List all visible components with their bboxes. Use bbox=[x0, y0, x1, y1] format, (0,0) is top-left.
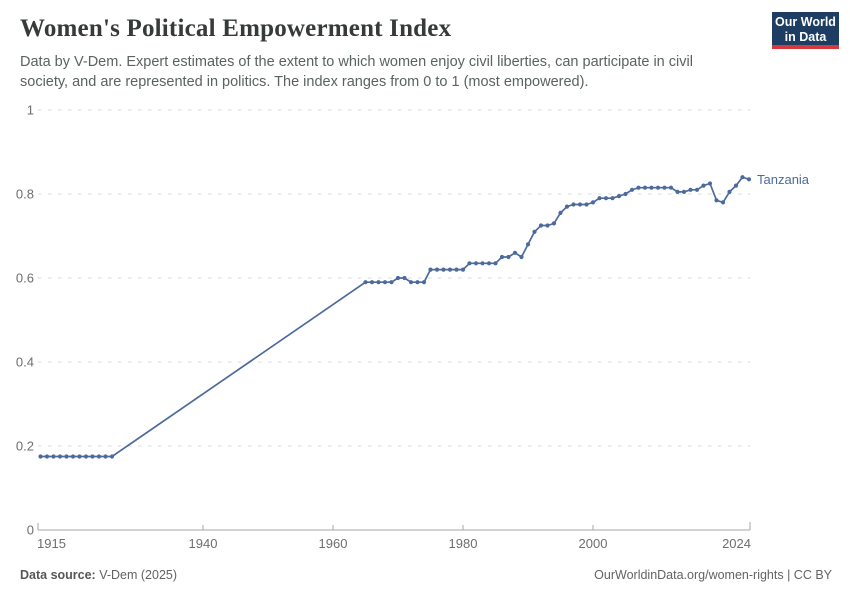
x-axis-tick-label: 1980 bbox=[449, 536, 478, 551]
data-point-marker bbox=[454, 267, 459, 272]
data-point-marker bbox=[428, 267, 433, 272]
data-point-marker bbox=[532, 229, 537, 234]
x-axis-tick-label: 1940 bbox=[189, 536, 218, 551]
data-point-marker bbox=[603, 196, 609, 201]
y-axis-tick-label: 0.2 bbox=[16, 439, 34, 454]
data-point-marker bbox=[701, 183, 706, 188]
data-point-marker bbox=[441, 267, 446, 272]
data-point-marker bbox=[512, 250, 518, 255]
data-point-marker bbox=[642, 185, 648, 190]
data-source-label: Data source: bbox=[20, 568, 96, 582]
data-point-marker bbox=[467, 261, 472, 266]
data-point-marker bbox=[376, 280, 381, 285]
data-point-marker bbox=[109, 454, 115, 459]
data-point-marker bbox=[577, 202, 583, 207]
data-point-marker bbox=[434, 267, 440, 272]
y-axis-tick-label: 0.4 bbox=[16, 355, 34, 370]
data-point-marker bbox=[538, 223, 544, 228]
data-point-marker bbox=[83, 454, 89, 459]
data-point-marker bbox=[590, 200, 596, 205]
data-point-marker bbox=[473, 261, 479, 266]
data-point-marker bbox=[688, 187, 693, 192]
data-point-marker bbox=[551, 221, 557, 226]
x-axis-tick-label: 2000 bbox=[579, 536, 608, 551]
data-point-marker bbox=[480, 261, 485, 266]
data-point-marker bbox=[597, 196, 602, 201]
data-point-marker bbox=[408, 280, 414, 285]
x-axis-tick-label: 1915 bbox=[37, 536, 66, 551]
data-point-marker bbox=[564, 204, 570, 209]
data-point-marker bbox=[395, 275, 401, 281]
data-point-marker bbox=[616, 194, 622, 199]
data-point-marker bbox=[714, 198, 719, 203]
series-line-tanzania bbox=[39, 176, 750, 458]
data-point-marker bbox=[629, 187, 635, 192]
data-point-marker bbox=[519, 254, 524, 260]
data-point-marker bbox=[96, 454, 102, 459]
data-point-marker bbox=[389, 280, 394, 285]
data-source-value: V-Dem (2025) bbox=[95, 568, 178, 582]
data-point-marker bbox=[402, 275, 407, 281]
data-point-marker bbox=[369, 280, 375, 285]
data-point-marker bbox=[668, 185, 674, 190]
data-point-marker bbox=[623, 191, 628, 197]
data-point-marker bbox=[64, 454, 69, 459]
data-point-marker bbox=[694, 187, 700, 192]
data-point-marker bbox=[558, 210, 563, 215]
data-point-marker bbox=[649, 185, 654, 190]
page-title: Women's Political Empowerment Index bbox=[20, 15, 452, 42]
data-point-marker bbox=[447, 267, 453, 272]
data-point-marker bbox=[662, 185, 667, 190]
data-point-marker bbox=[499, 254, 505, 260]
data-point-marker bbox=[70, 454, 76, 459]
data-point-marker bbox=[636, 185, 641, 190]
data-point-marker bbox=[746, 177, 752, 182]
license-url-note: OurWorldinData.org/women-rights | CC BY bbox=[594, 568, 832, 582]
data-point-marker bbox=[103, 454, 108, 459]
x-axis-tick-label: 2024 bbox=[722, 536, 751, 551]
data-point-marker bbox=[493, 261, 498, 266]
data-point-marker bbox=[415, 280, 420, 285]
data-point-marker bbox=[584, 202, 589, 207]
y-axis-tick-label: 0.8 bbox=[16, 187, 34, 202]
data-point-marker bbox=[51, 454, 56, 459]
logo-line-1: Our World bbox=[775, 15, 836, 29]
x-axis-tick-label: 1960 bbox=[319, 536, 348, 551]
data-point-marker bbox=[460, 267, 466, 272]
data-point-marker bbox=[421, 280, 427, 285]
data-source-note: Data source: V-Dem (2025) bbox=[20, 567, 177, 583]
data-point-marker bbox=[486, 261, 492, 266]
data-point-marker bbox=[610, 196, 615, 201]
data-point-marker bbox=[740, 175, 745, 180]
data-point-marker bbox=[44, 454, 50, 459]
y-axis-tick-label: 0 bbox=[27, 523, 34, 538]
data-point-marker bbox=[733, 183, 739, 188]
owid-logo: Our World in Data bbox=[772, 12, 839, 49]
page-subtitle: Data by V-Dem. Expert estimates of the e… bbox=[20, 54, 693, 90]
data-point-marker bbox=[727, 189, 732, 194]
data-point-marker bbox=[707, 181, 713, 186]
data-point-marker bbox=[57, 454, 63, 459]
data-point-marker bbox=[681, 189, 687, 194]
data-point-marker bbox=[506, 254, 511, 260]
data-point-marker bbox=[545, 223, 550, 228]
data-point-marker bbox=[675, 189, 680, 194]
series-label-tanzania: Tanzania bbox=[757, 172, 810, 187]
data-point-marker bbox=[90, 454, 95, 459]
data-point-marker bbox=[363, 280, 368, 285]
data-point-marker bbox=[720, 200, 726, 205]
chart-footer: Data source: V-Dem (2025) OurWorldinData… bbox=[20, 567, 832, 583]
data-point-marker bbox=[655, 185, 661, 190]
data-point-marker bbox=[382, 280, 388, 285]
logo-line-2: in Data bbox=[784, 30, 827, 44]
data-point-marker bbox=[77, 454, 82, 459]
data-point-marker bbox=[525, 242, 531, 247]
y-axis-tick-label: 0.6 bbox=[16, 271, 34, 286]
data-point-marker bbox=[571, 202, 576, 207]
y-axis-tick-label: 1 bbox=[27, 103, 34, 118]
data-point-marker bbox=[38, 454, 43, 459]
